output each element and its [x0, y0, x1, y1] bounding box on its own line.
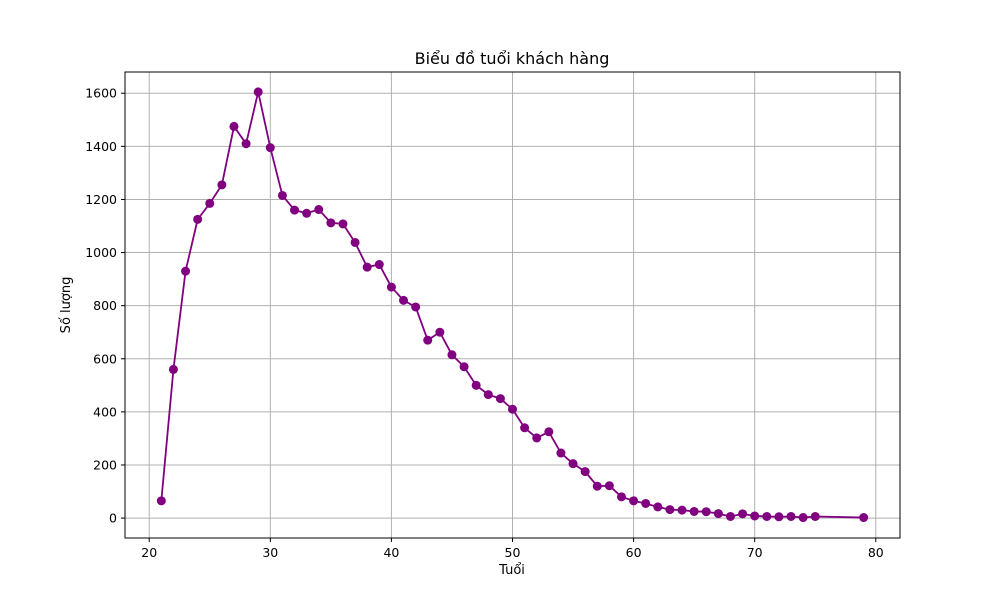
data-point	[483, 390, 493, 400]
x-tick-label: 80	[868, 545, 884, 560]
x-tick-label: 50	[505, 545, 521, 560]
data-point	[386, 282, 396, 292]
data-point	[629, 496, 639, 506]
data-point	[350, 237, 360, 247]
data-point	[556, 448, 566, 458]
data-point	[592, 481, 602, 491]
data-point	[568, 459, 578, 469]
data-point	[253, 87, 263, 97]
data-point	[374, 260, 384, 270]
data-point	[859, 513, 869, 523]
data-point	[193, 214, 203, 224]
data-point	[774, 512, 784, 522]
data-point	[762, 511, 772, 521]
y-tick-label: 600	[93, 351, 117, 366]
x-tick-label: 20	[141, 545, 157, 560]
x-axis: 20 30 40 50 60 70 80	[141, 538, 884, 560]
data-point	[338, 219, 348, 229]
data-point	[241, 139, 251, 149]
grid	[125, 72, 900, 538]
data-point	[713, 509, 723, 519]
y-tick-label: 1000	[85, 245, 117, 260]
data-point	[302, 208, 312, 218]
data-point	[229, 121, 239, 131]
data-point	[423, 335, 433, 345]
data-point	[435, 327, 445, 337]
data-point	[447, 350, 457, 360]
data-point	[205, 198, 215, 208]
data-point	[326, 218, 336, 228]
data-point	[750, 511, 760, 521]
data-point	[798, 513, 808, 523]
data-point	[520, 423, 530, 433]
data-point	[399, 295, 409, 305]
data-point	[689, 506, 699, 516]
x-tick-label: 40	[383, 545, 399, 560]
data-point	[544, 427, 554, 437]
y-axis: 0 200 400 600 800 1000 1200 1400 1600	[85, 86, 125, 526]
data-point	[738, 509, 748, 519]
x-axis-title: Tuổi	[498, 563, 525, 578]
data-point	[701, 507, 711, 517]
data-point	[314, 205, 324, 215]
y-tick-label: 200	[93, 457, 117, 472]
x-tick-label: 70	[747, 545, 763, 560]
data-point	[616, 492, 626, 502]
data-point	[677, 505, 687, 515]
y-tick-label: 1600	[85, 86, 117, 101]
data-point	[532, 433, 542, 443]
y-tick-label: 0	[109, 511, 117, 526]
x-tick-label: 30	[262, 545, 278, 560]
data-point	[265, 143, 275, 153]
data-point	[217, 180, 227, 190]
data-point	[786, 511, 796, 521]
data-point	[459, 362, 469, 372]
data-point	[290, 205, 300, 215]
data-point	[665, 505, 675, 515]
data-point	[653, 502, 663, 512]
y-axis-title: Số lượng	[59, 277, 74, 334]
data-point	[725, 511, 735, 521]
y-tick-label: 1400	[85, 139, 117, 154]
chart-title: Biểu đồ tuổi khách hàng	[415, 49, 610, 68]
y-tick-label: 400	[93, 404, 117, 419]
series-line	[156, 87, 869, 523]
data-point	[508, 404, 517, 414]
data-point	[604, 481, 614, 491]
data-point	[181, 266, 191, 276]
data-point	[810, 511, 820, 521]
data-point	[411, 302, 421, 312]
y-tick-label: 1200	[85, 192, 117, 207]
y-tick-label: 800	[93, 298, 117, 313]
data-point	[471, 380, 481, 390]
data-point	[580, 467, 590, 477]
data-point	[641, 498, 651, 508]
data-point	[156, 496, 166, 506]
data-point	[168, 364, 178, 374]
data-point	[362, 262, 372, 272]
data-point	[277, 190, 287, 200]
x-tick-label: 60	[626, 545, 642, 560]
data-point	[495, 394, 505, 404]
